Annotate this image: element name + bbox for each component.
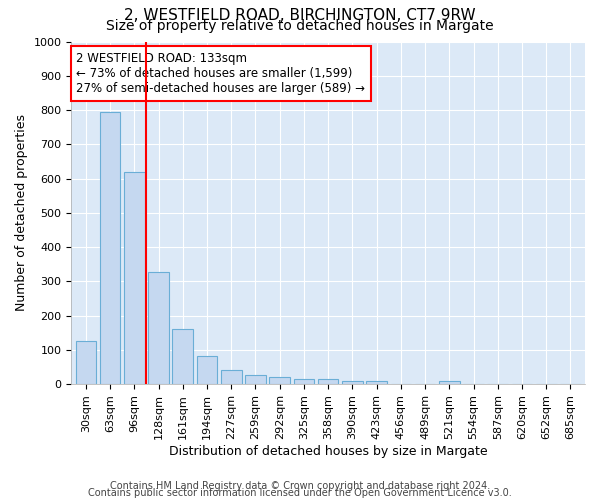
Bar [197, 356, 217, 384]
Text: 2 WESTFIELD ROAD: 133sqm
← 73% of detached houses are smaller (1,599)
27% of sem: 2 WESTFIELD ROAD: 133sqm ← 73% of detach… [76, 52, 365, 95]
Text: Size of property relative to detached houses in Margate: Size of property relative to detached ho… [106, 19, 494, 33]
Bar [148, 272, 169, 384]
Bar [124, 172, 145, 384]
X-axis label: Distribution of detached houses by size in Margate: Distribution of detached houses by size … [169, 444, 487, 458]
Bar [269, 376, 290, 384]
Bar [367, 382, 387, 384]
Bar [221, 370, 242, 384]
Bar [293, 378, 314, 384]
Bar [439, 382, 460, 384]
Bar [172, 328, 193, 384]
Bar [342, 380, 362, 384]
Text: 2, WESTFIELD ROAD, BIRCHINGTON, CT7 9RW: 2, WESTFIELD ROAD, BIRCHINGTON, CT7 9RW [124, 8, 476, 22]
Text: Contains public sector information licensed under the Open Government Licence v3: Contains public sector information licen… [88, 488, 512, 498]
Bar [245, 374, 266, 384]
Y-axis label: Number of detached properties: Number of detached properties [15, 114, 28, 312]
Bar [100, 112, 121, 384]
Text: Contains HM Land Registry data © Crown copyright and database right 2024.: Contains HM Land Registry data © Crown c… [110, 481, 490, 491]
Bar [318, 380, 338, 384]
Bar [76, 342, 96, 384]
